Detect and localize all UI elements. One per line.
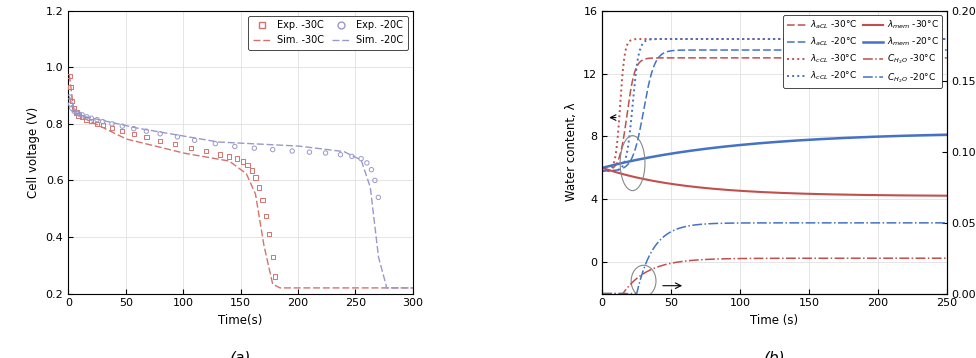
Point xyxy=(318,150,334,156)
Point xyxy=(255,197,270,203)
Point xyxy=(258,213,273,219)
Point xyxy=(79,114,95,120)
Point xyxy=(61,73,77,79)
Point xyxy=(64,106,80,111)
Point xyxy=(227,144,243,149)
Point xyxy=(84,118,100,124)
Point xyxy=(114,123,130,129)
Point xyxy=(79,117,95,122)
Point xyxy=(364,167,380,173)
Point xyxy=(66,106,82,111)
X-axis label: Time(s): Time(s) xyxy=(219,314,263,327)
Point xyxy=(284,148,300,154)
Point xyxy=(371,194,386,200)
Point xyxy=(170,134,185,140)
Point xyxy=(74,114,90,120)
Point xyxy=(61,94,77,100)
Legend: Exp. -30C, Sim. -30C, Exp. -20C, Sim. -20C: Exp. -30C, Sim. -30C, Exp. -20C, Sim. -2… xyxy=(248,16,408,50)
Point xyxy=(208,141,224,146)
Point xyxy=(248,175,264,180)
X-axis label: Time (s): Time (s) xyxy=(751,314,798,327)
Point xyxy=(247,145,263,151)
Point xyxy=(353,156,369,161)
Point xyxy=(68,110,84,115)
Y-axis label: Cell voltage (V): Cell voltage (V) xyxy=(27,107,40,198)
Point xyxy=(71,112,87,118)
Point xyxy=(89,117,104,122)
Point xyxy=(139,134,154,140)
Point xyxy=(186,137,202,143)
Point xyxy=(302,149,317,155)
Point xyxy=(95,119,110,125)
Point xyxy=(68,110,84,115)
Point xyxy=(244,168,260,173)
Point xyxy=(212,151,227,157)
Point xyxy=(152,131,168,137)
Point xyxy=(152,138,168,144)
Point xyxy=(345,154,360,159)
Point xyxy=(229,156,245,161)
Point xyxy=(240,162,256,168)
Point xyxy=(262,231,277,237)
Point xyxy=(84,115,100,121)
Point xyxy=(333,152,348,158)
Text: (a): (a) xyxy=(230,350,251,358)
Point xyxy=(264,147,280,153)
Point xyxy=(62,84,78,90)
Point xyxy=(167,141,183,147)
Point xyxy=(251,185,266,190)
Point xyxy=(139,129,154,134)
Point xyxy=(126,131,142,137)
Point xyxy=(198,149,214,154)
Point xyxy=(114,128,130,134)
Point xyxy=(222,154,237,159)
Legend: $\lambda_{aCL}$ -30°C, $\lambda_{aCL}$ -20°C, $\lambda_{cCL}$ -30°C, $\lambda_{c: $\lambda_{aCL}$ -30°C, $\lambda_{aCL}$ -… xyxy=(783,15,942,88)
Point xyxy=(183,145,199,151)
Point xyxy=(235,159,251,164)
Point xyxy=(367,178,383,183)
Point xyxy=(359,160,375,166)
Point xyxy=(74,112,90,118)
Y-axis label: Water content, λ: Water content, λ xyxy=(565,103,578,202)
Point xyxy=(95,122,110,128)
Point xyxy=(64,98,80,104)
Point xyxy=(264,254,280,260)
Point xyxy=(104,121,120,127)
Point xyxy=(267,274,283,280)
Text: (b): (b) xyxy=(763,350,786,358)
Point xyxy=(66,108,82,114)
Point xyxy=(71,111,87,117)
Point xyxy=(104,125,120,131)
Point xyxy=(126,126,142,131)
Point xyxy=(62,101,78,107)
Point xyxy=(89,121,104,127)
